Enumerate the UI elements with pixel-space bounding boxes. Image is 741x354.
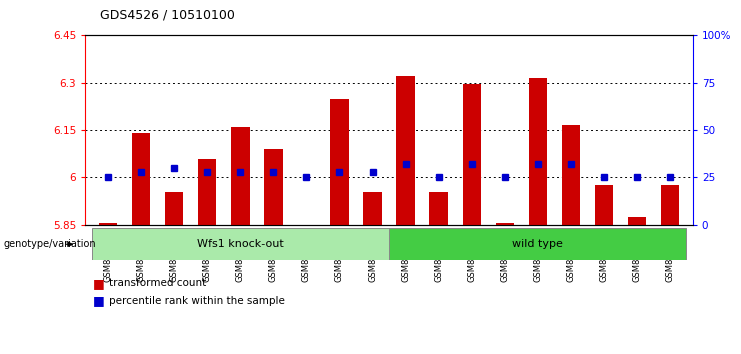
Text: GDS4526 / 10510100: GDS4526 / 10510100	[100, 8, 235, 21]
Text: percentile rank within the sample: percentile rank within the sample	[109, 296, 285, 306]
Bar	[628, 217, 645, 225]
Bar	[330, 98, 348, 225]
Text: wild type: wild type	[512, 239, 563, 249]
Bar	[363, 192, 382, 225]
Bar	[528, 78, 547, 225]
Bar	[165, 192, 184, 225]
Bar	[133, 133, 150, 225]
Text: ■: ■	[93, 295, 104, 307]
Bar	[594, 185, 613, 225]
Bar	[389, 228, 686, 260]
Bar	[92, 228, 389, 260]
Bar	[661, 185, 679, 225]
Bar	[231, 127, 250, 225]
Bar	[462, 84, 481, 225]
Text: genotype/variation: genotype/variation	[4, 239, 96, 249]
Text: transformed count: transformed count	[109, 278, 206, 288]
Bar	[199, 159, 216, 225]
Bar	[265, 149, 282, 225]
Text: ■: ■	[93, 277, 104, 290]
Bar	[496, 223, 514, 225]
Bar	[99, 223, 117, 225]
Text: Wfs1 knock-out: Wfs1 knock-out	[197, 239, 284, 249]
Bar	[430, 192, 448, 225]
Bar	[396, 76, 415, 225]
Bar	[562, 125, 579, 225]
Bar	[297, 225, 316, 226]
